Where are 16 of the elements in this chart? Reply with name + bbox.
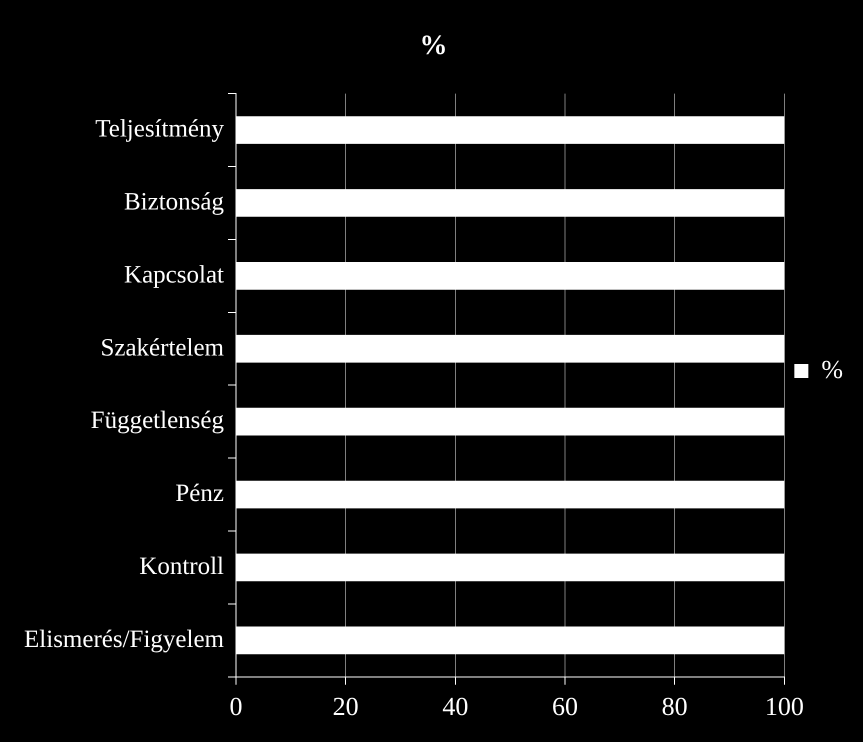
y-tick-label: Pénz (175, 480, 224, 508)
y-tick-label: Elismerés/Figyelem (24, 626, 225, 653)
y-tick-label: Függetlenség (90, 407, 224, 434)
x-tick-label: 0 (230, 692, 242, 722)
x-tick-label: 20 (332, 692, 359, 722)
legend-label: % (821, 354, 844, 384)
y-tick-label: Szakértelem (100, 334, 225, 362)
y-tick-label: Teljesítmény (95, 116, 224, 143)
chart-title: % (420, 30, 448, 62)
y-tick-label: Kapcsolat (124, 261, 224, 288)
x-tick-label: 80 (662, 692, 688, 722)
x-tick-label: 60 (552, 692, 578, 722)
y-tick-label: Biztonság (124, 188, 224, 216)
x-tick-label: 100 (764, 692, 804, 722)
y-tick-label: Kontroll (139, 553, 224, 580)
x-tick-label: 40 (442, 692, 468, 722)
